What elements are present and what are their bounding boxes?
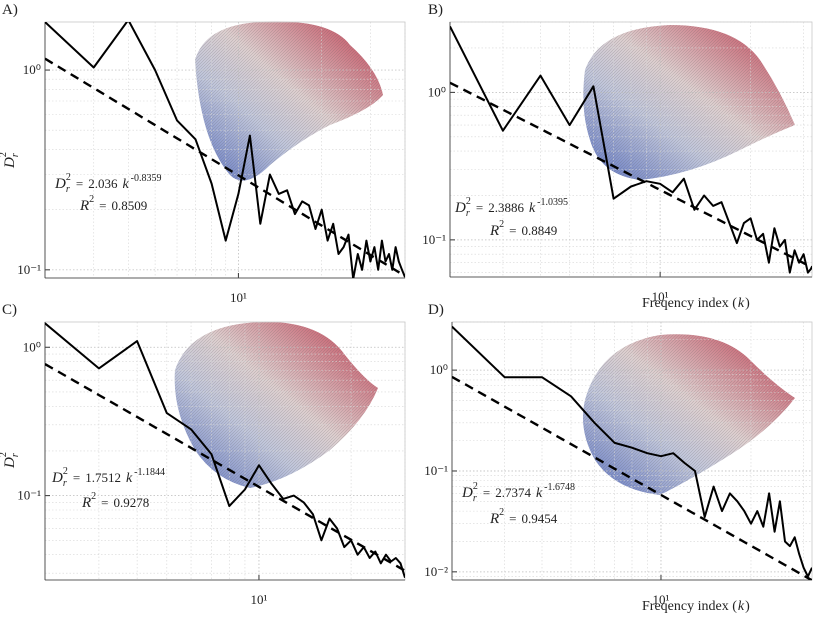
x-tick-label: 10¹ [230, 290, 247, 305]
y-axis-label-part: r [10, 453, 21, 457]
y-tick-label: 10⁰ [430, 362, 448, 377]
y-tick-label: 10⁻¹ [422, 232, 446, 247]
y-axis-label-part: 2 [0, 152, 9, 157]
r-squared: = [509, 511, 516, 526]
equation: = [73, 470, 80, 485]
x-tick-label: 10¹ [251, 592, 268, 607]
surface [174, 321, 378, 488]
y-axis-label: Dr2 [0, 152, 21, 169]
equation: k [529, 201, 536, 216]
surface-layer [174, 21, 795, 495]
r-squared: R [489, 223, 499, 239]
y-axis-label-part: D [2, 457, 18, 469]
r-squared: = [99, 198, 106, 213]
surface [195, 21, 383, 181]
x-axis-label: k [738, 599, 745, 614]
equation: r [473, 493, 477, 504]
r-squared: 0.9454 [522, 511, 558, 526]
panel-label: A) [2, 2, 18, 18]
equation: 2.3886 [488, 200, 524, 215]
data-line [450, 25, 812, 274]
equation: D [54, 176, 66, 192]
fit-line [450, 81, 812, 269]
equation: D [461, 485, 473, 501]
equation: 2 [66, 172, 71, 183]
equation: 2.036 [88, 176, 118, 191]
r-squared: = [101, 495, 108, 510]
panel-label: C) [2, 302, 17, 318]
equation: 2 [473, 481, 478, 492]
x-tick-label: 10¹ [653, 592, 670, 607]
fit-line [45, 57, 405, 277]
fit-line [452, 375, 812, 580]
panel-label: D) [428, 302, 444, 318]
surface [583, 25, 795, 180]
r-squared: R [81, 495, 91, 511]
equation: -0.8359 [131, 173, 162, 184]
r-squared: 2 [499, 219, 504, 230]
fit-line [45, 363, 405, 572]
x-axis-label: k [738, 296, 745, 311]
equation: D [454, 200, 466, 216]
equation: 2.7374 [495, 485, 531, 500]
x-axis-label: Freqency index ( [642, 599, 737, 614]
r-squared: 2 [89, 194, 94, 205]
equation: k [122, 177, 129, 192]
equation: D [51, 470, 63, 486]
data-line [45, 322, 405, 578]
r-squared: = [509, 223, 516, 238]
r-squared: R [489, 511, 499, 527]
r-squared: 0.8849 [522, 223, 558, 238]
equation: -1.0395 [537, 197, 568, 208]
equation: r [66, 184, 70, 195]
equation: k [126, 471, 133, 486]
equation: 2 [466, 196, 471, 207]
data-line [452, 325, 812, 578]
surface [582, 334, 795, 495]
r-squared: 2 [499, 507, 504, 518]
y-axis-label-part: 2 [0, 452, 9, 457]
equation: = [476, 200, 483, 215]
equation: 1.7512 [85, 470, 121, 485]
equation: k [536, 486, 543, 501]
y-axis-label-part: r [10, 153, 21, 157]
y-tick-label: 10⁻¹ [17, 488, 41, 503]
equation: r [63, 478, 67, 489]
r-squared: 0.8509 [112, 198, 148, 213]
equation: 2 [63, 466, 68, 477]
equation: -1.1844 [134, 467, 165, 478]
y-tick-label: 10⁻¹ [17, 262, 41, 277]
y-axis-label: Dr2 [0, 452, 21, 469]
y-tick-label: 10⁰ [428, 84, 446, 99]
x-axis-label: ) [745, 296, 750, 311]
r-squared: R [79, 198, 89, 214]
y-tick-label: 10⁰ [23, 339, 41, 354]
data-line [45, 22, 405, 278]
equation: = [76, 176, 83, 191]
x-axis-label: ) [745, 599, 750, 614]
equation: -1.6748 [544, 482, 575, 493]
equation: r [466, 208, 470, 219]
r-squared: 2 [91, 491, 96, 502]
y-tick-label: 10⁻² [424, 564, 448, 579]
y-tick-label: 10⁰ [23, 62, 41, 77]
x-tick-label: 10¹ [652, 289, 669, 304]
x-axis-label: Freqency index ( [642, 296, 737, 311]
panel-label: B) [428, 2, 443, 18]
r-squared: 0.9278 [114, 495, 150, 510]
y-axis-label-part: D [2, 157, 18, 169]
equation: = [483, 485, 490, 500]
y-tick-label: 10⁻¹ [424, 463, 448, 478]
